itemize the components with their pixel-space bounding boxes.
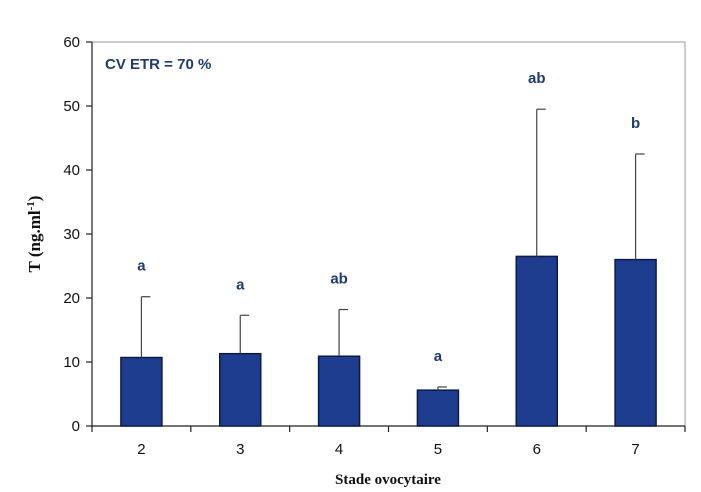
- bar: [317, 355, 361, 427]
- bar: [614, 258, 657, 427]
- y-axis-title: T (ng.ml-1): [25, 196, 44, 273]
- x-tick-label: 7: [631, 441, 639, 458]
- y-axis-title-superscript: -1: [25, 201, 37, 210]
- significance-label: a: [434, 348, 443, 365]
- x-tick-label: 6: [533, 441, 541, 458]
- significance-label: ab: [330, 271, 348, 288]
- significance-label: a: [137, 258, 146, 275]
- x-axis: 2 3 4 5 6 7: [91, 425, 686, 458]
- significance-label: a: [236, 276, 245, 293]
- y-tick-label: 50: [63, 98, 80, 115]
- y-tick-label: 40: [63, 162, 80, 179]
- y-tick-label: 60: [63, 34, 80, 51]
- y-axis-title-main: T (ng.ml: [25, 210, 44, 272]
- x-tick-label: 4: [335, 441, 343, 458]
- bars: [120, 255, 657, 427]
- y-tick-label: 30: [63, 226, 80, 243]
- bar: [120, 356, 163, 427]
- y-tick-label: 20: [63, 290, 80, 307]
- significance-labels: a a ab a ab b: [137, 70, 640, 365]
- bar: [515, 255, 558, 427]
- annotation-text: CV ETR = 70 %: [105, 56, 211, 73]
- y-axis-title-suffix: ): [25, 196, 44, 202]
- significance-label: b: [631, 115, 640, 132]
- y-axis: 0 10 20 30 40 50 60: [63, 34, 93, 435]
- x-axis-title: Stade ovocytaire: [335, 472, 441, 488]
- error-bars: [140, 108, 645, 391]
- x-tick-label: 3: [236, 441, 244, 458]
- x-tick-label: 5: [434, 441, 442, 458]
- bar: [416, 389, 460, 427]
- plot-frame: [91, 41, 686, 427]
- x-tick-label: 2: [137, 441, 145, 458]
- y-tick-label: 10: [63, 354, 80, 371]
- y-tick-label: 0: [72, 418, 80, 435]
- bar: [219, 352, 262, 427]
- significance-label: ab: [528, 70, 546, 87]
